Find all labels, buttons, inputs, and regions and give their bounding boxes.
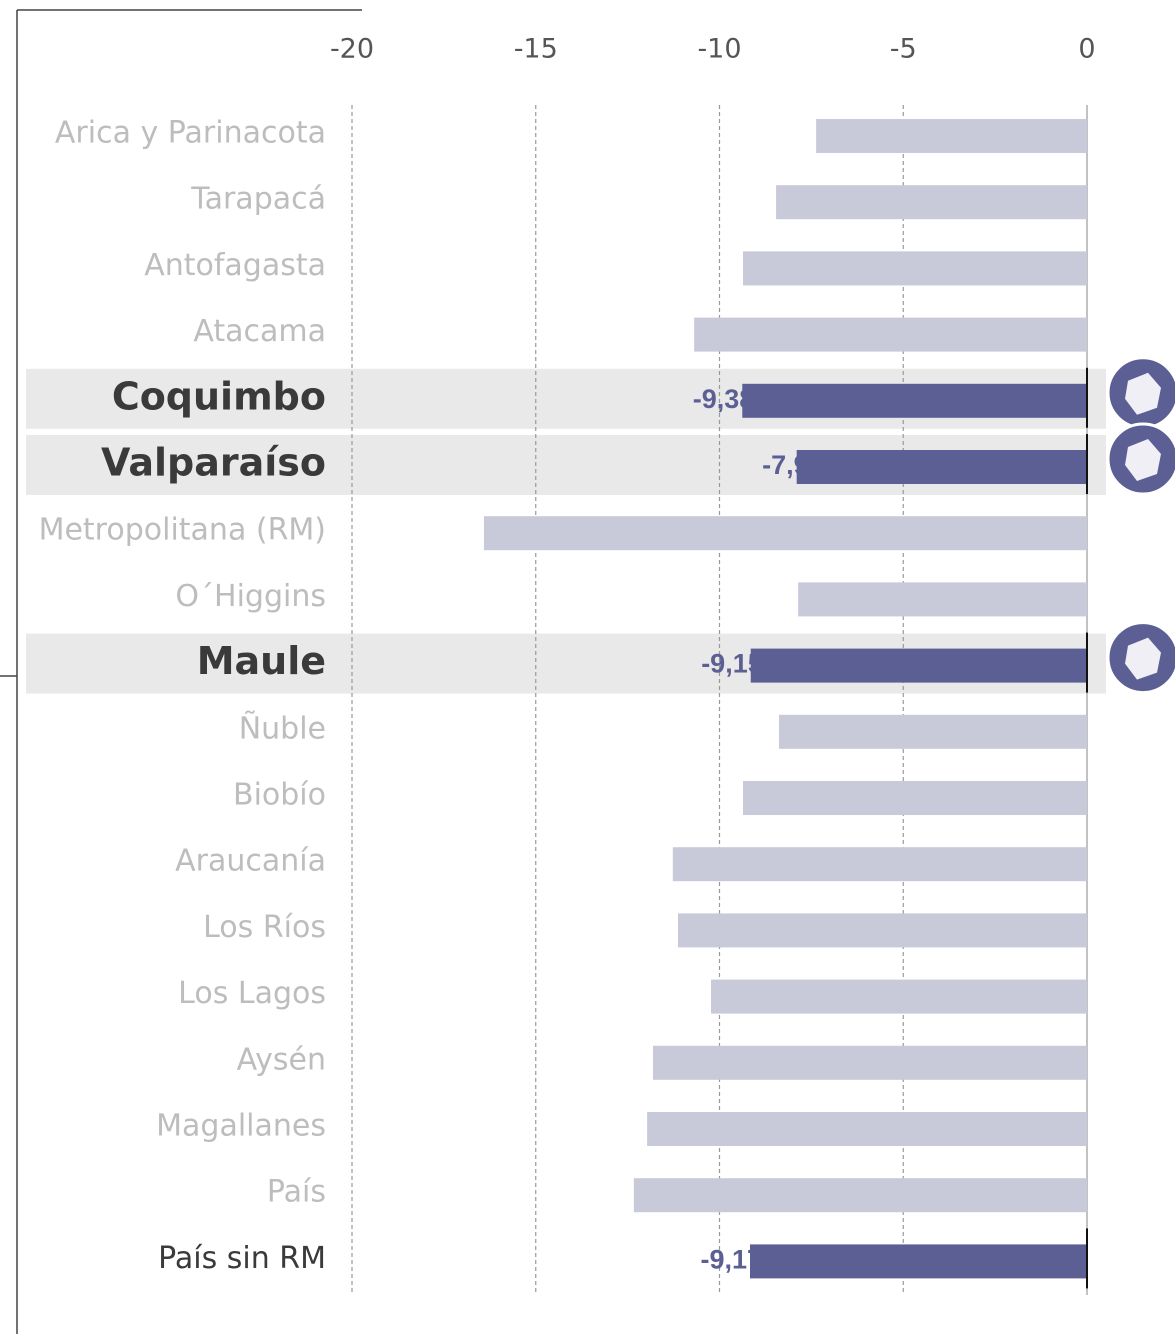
bar — [816, 119, 1087, 153]
category-label: País sin RM — [158, 1241, 326, 1276]
category-label: País — [267, 1175, 326, 1210]
category-label: Magallanes — [156, 1109, 326, 1144]
region-shape — [1125, 372, 1161, 415]
category-label: Araucanía — [175, 844, 326, 879]
bar — [796, 450, 1087, 484]
x-tick-label: -10 — [697, 34, 741, 65]
value-label: -9,38 — [693, 384, 755, 414]
bar — [652, 1045, 1087, 1080]
category-label: Valparaíso — [101, 441, 326, 485]
x-tick-label: 0 — [1078, 34, 1095, 65]
category-label: Metropolitana (RM) — [39, 513, 326, 548]
category-label: Los Lagos — [178, 976, 326, 1011]
bar — [743, 251, 1087, 286]
bar — [633, 1178, 1087, 1213]
category-label: Atacama — [193, 314, 326, 349]
value-label: -9,15 — [701, 649, 763, 679]
category-label: Tarapacá — [190, 182, 326, 217]
region-shape — [1125, 439, 1161, 481]
bar — [647, 1112, 1087, 1146]
category-label: Coquimbo — [112, 374, 326, 418]
bar — [672, 847, 1087, 882]
bar — [694, 317, 1087, 352]
bar — [798, 582, 1087, 617]
x-tick-label: -15 — [514, 34, 558, 65]
bar — [742, 383, 1087, 418]
x-tick-label: -5 — [890, 34, 917, 65]
bar — [779, 714, 1087, 749]
bar — [750, 648, 1087, 683]
bar — [750, 1244, 1087, 1279]
category-label: Ñuble — [239, 710, 326, 746]
category-label: Biobío — [233, 778, 326, 813]
value-label: -9,17 — [700, 1245, 762, 1275]
bar — [483, 516, 1087, 551]
x-tick-label: -20 — [330, 34, 374, 65]
bar — [776, 185, 1087, 220]
category-label: O´Higgins — [175, 579, 326, 614]
value-label: -7,9 — [762, 450, 809, 480]
bar — [743, 781, 1087, 815]
region-shape — [1125, 637, 1161, 680]
category-label: Aysén — [237, 1042, 326, 1077]
category-label: Arica y Parinacota — [55, 116, 326, 151]
category-label: Antofagasta — [144, 248, 326, 283]
category-label: Maule — [197, 639, 326, 683]
bar — [677, 913, 1087, 948]
category-label: Los Ríos — [203, 910, 326, 945]
bar — [711, 979, 1087, 1014]
